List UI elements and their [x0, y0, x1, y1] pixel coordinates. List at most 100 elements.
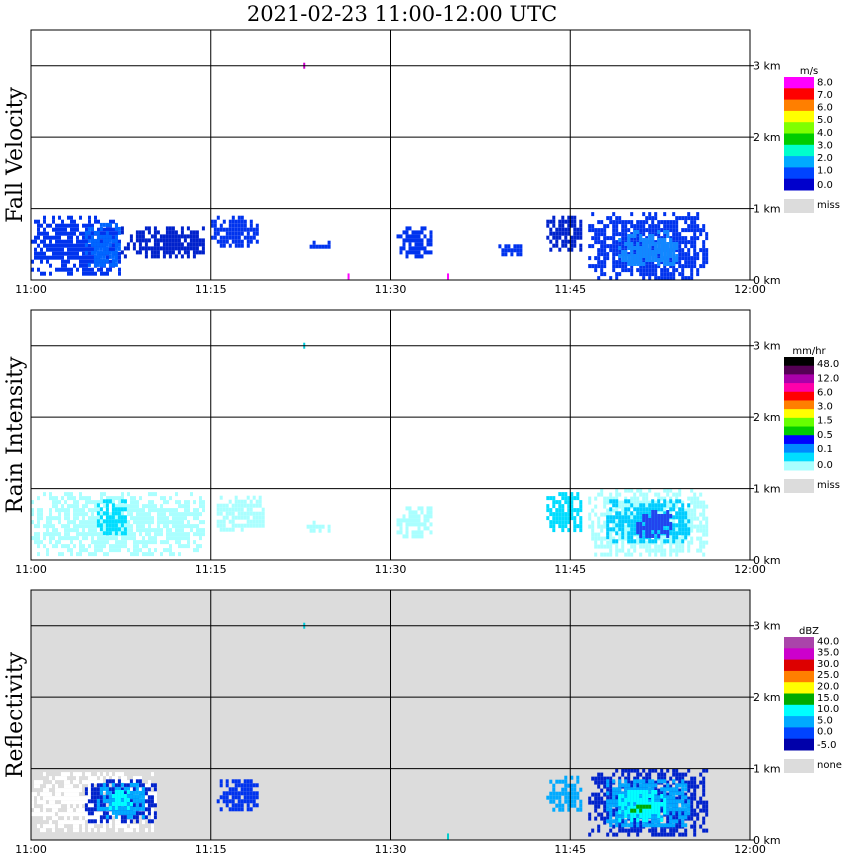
- fall-velocity-colorbar: m/s8.07.0 6.05.0 4.03.0 2.01.0 0.0 miss: [784, 66, 840, 213]
- fall-velocity-frame: [30, 29, 751, 281]
- colorbar-label: 4.0: [817, 128, 833, 139]
- colorbar-label: 3.0: [817, 402, 833, 413]
- colorbar-label: 0.0: [817, 180, 833, 191]
- x-tick-label: 11:15: [195, 843, 227, 856]
- fall-velocity-echo-7: [546, 215, 583, 252]
- colorbar-swatch: [784, 178, 814, 191]
- colorbar-label: 3.0: [817, 140, 833, 151]
- colorbar-swatch: [784, 99, 814, 112]
- y-tick-label: 3 km: [753, 620, 781, 633]
- colorbar-unit: dBZ: [799, 626, 819, 637]
- colorbar-label: -5.0: [817, 740, 837, 751]
- reflectivity-echo-5: [546, 775, 583, 812]
- rain-intensity-echo-1: [96, 499, 127, 536]
- reflectivity-echo-9: [630, 804, 652, 813]
- y-tick-label: 3 km: [753, 340, 781, 353]
- colorbar-swatch: [784, 443, 814, 454]
- colorbar-label: 40.0: [817, 636, 839, 647]
- reflectivity-panel: 11:00 11:15 11:30 11:45 12:000 km 1 km 2 km 3 k…: [3, 589, 842, 856]
- fall-velocity-echo-1: [84, 222, 121, 267]
- rain-intensity-echo-4: [396, 506, 433, 539]
- colorbar-label: 15.0: [817, 693, 839, 704]
- colorbar-swatch: [784, 400, 814, 410]
- y-tick-label: 3 km: [753, 60, 781, 73]
- colorbar-missing-label: miss: [817, 200, 840, 211]
- colorbar-label: 2.0: [817, 153, 833, 164]
- colorbar-label: 1.0: [817, 165, 833, 176]
- colorbar-label: 35.0: [817, 648, 839, 659]
- x-tick-label: 11:15: [195, 283, 227, 296]
- colorbar-label: 8.0: [817, 78, 833, 89]
- rain-intensity-echo-2: [216, 495, 265, 532]
- colorbar-swatch: [784, 156, 814, 168]
- colorbar-label: 6.0: [817, 103, 833, 114]
- fall-velocity-speck-1: [347, 273, 350, 280]
- colorbar-unit: mm/hr: [792, 346, 826, 357]
- colorbar-label: 0.0: [817, 460, 833, 471]
- reflectivity-echo-4: [216, 779, 259, 812]
- colorbar-swatch: [784, 704, 814, 717]
- x-tick-label: 11:30: [375, 283, 407, 296]
- y-tick-label: 1 km: [753, 203, 781, 216]
- colorbar-swatch: [784, 133, 814, 146]
- x-tick-label: 11:30: [375, 843, 407, 856]
- colorbar-label: 5.0: [817, 715, 833, 726]
- chart-title: 2021-02-23 11:00-12:00 UTC: [247, 2, 557, 26]
- fall-velocity-panel: 11:00 11:15 11:30 11:45 12:000 km 1 km 2 km 3 k…: [3, 29, 840, 296]
- colorbar-label: 25.0: [817, 670, 839, 681]
- fall-velocity-echo-5: [396, 226, 433, 259]
- colorbar-missing-swatch: [784, 479, 814, 493]
- x-tick-label: 12:00: [734, 843, 766, 856]
- rain-intensity-colorbar: mm/hr 48.0 12.0 6.0 3.0 1.5 0.5 0.1 0.0 miss: [784, 346, 840, 493]
- rain-intensity-echo-8: [636, 510, 673, 538]
- colorbar-label: 20.0: [817, 682, 839, 693]
- colorbar-swatch: [784, 417, 814, 428]
- colorbar-swatch: [784, 383, 814, 393]
- colorbar-swatch: [784, 357, 814, 367]
- colorbar-label: 0.5: [817, 430, 833, 441]
- colorbar-swatch: [784, 110, 814, 123]
- rain-intensity-echo-3: [306, 520, 331, 533]
- colorbar-swatch: [784, 693, 814, 706]
- colorbar-swatch: [784, 435, 814, 445]
- reflectivity-frame: [30, 589, 751, 841]
- reflectivity-echo-2: [96, 782, 145, 819]
- colorbar-label: 48.0: [817, 359, 839, 370]
- x-tick-label: 11:00: [15, 563, 47, 576]
- x-tick-label: 11:45: [554, 283, 586, 296]
- y-tick-label: 1 km: [753, 483, 781, 496]
- colorbar-missing-label: miss: [817, 480, 840, 491]
- reflectivity-echo-3: [108, 790, 133, 810]
- colorbar-unit: m/s: [800, 66, 818, 77]
- rain-intensity-axis-label: Rain Intensity: [3, 356, 28, 513]
- fall-velocity-echo-6: [498, 244, 523, 257]
- colorbar-label: 1.5: [817, 416, 833, 427]
- reflectivity-axis-label: Reflectivity: [3, 651, 28, 778]
- x-tick-label: 12:00: [734, 283, 766, 296]
- colorbar-label: 7.0: [817, 90, 833, 101]
- colorbar-swatch: [784, 659, 814, 672]
- x-tick-label: 11:45: [554, 563, 586, 576]
- fall-velocity-echo-3: [210, 215, 259, 248]
- colorbar-label: 0.0: [817, 727, 833, 738]
- colorbar-label: 12.0: [817, 373, 839, 384]
- reflectivity-speck-1: [447, 833, 450, 840]
- colorbar-swatch: [784, 461, 814, 471]
- x-tick-label: 11:30: [375, 563, 407, 576]
- rain-intensity-echo-0: [31, 492, 205, 557]
- colorbar-swatch: [784, 144, 814, 157]
- colorbar-swatch: [784, 738, 814, 751]
- colorbar-swatch: [784, 670, 814, 683]
- colorbar-swatch: [784, 77, 814, 89]
- colorbar-label: 30.0: [817, 659, 839, 670]
- colorbar-swatch: [784, 727, 814, 740]
- colorbar-swatch: [784, 426, 814, 436]
- x-tick-label: 11:45: [554, 843, 586, 856]
- colorbar-swatch: [784, 365, 814, 375]
- colorbar-label: 5.0: [817, 115, 833, 126]
- y-tick-label: 2 km: [753, 131, 781, 144]
- colorbar-label: 10.0: [817, 704, 839, 715]
- colorbar-swatch: [784, 167, 814, 180]
